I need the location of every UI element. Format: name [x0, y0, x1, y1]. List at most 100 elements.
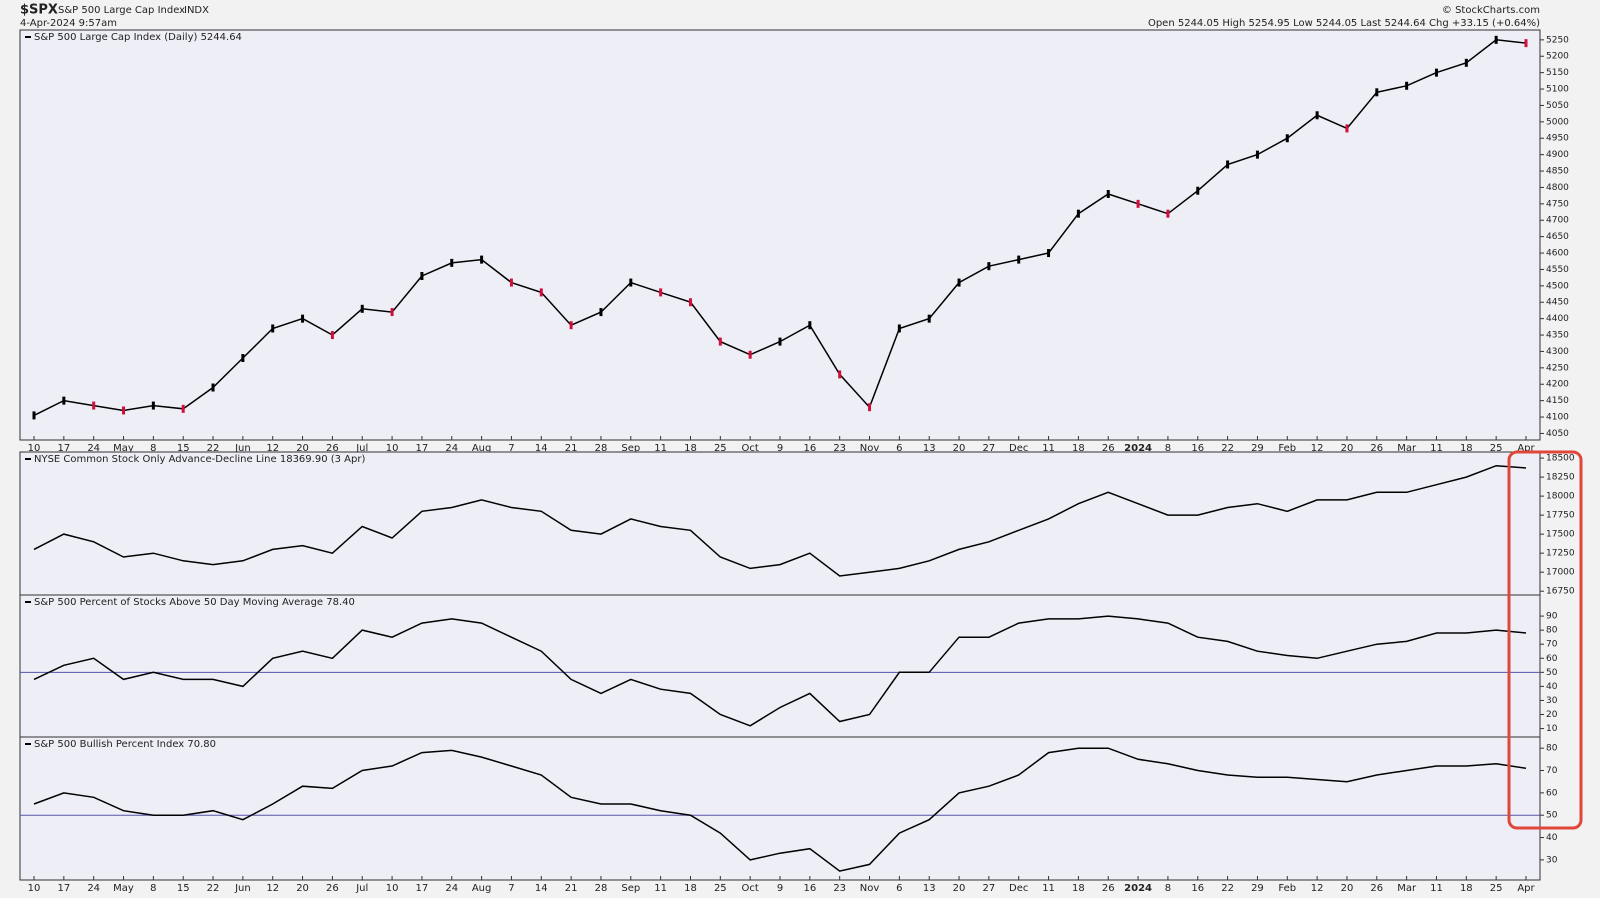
x-tick-label: 25: [1490, 883, 1503, 894]
panel: [19, 451, 1541, 596]
x-tick-label: 10: [386, 883, 399, 894]
price-marker: [539, 288, 543, 297]
x-tick-label: 11: [1430, 443, 1443, 454]
x-tick-label: 15: [177, 883, 190, 894]
y-tick-label: 5050: [1546, 101, 1569, 111]
price-marker: [688, 298, 692, 307]
price-marker: [599, 308, 603, 317]
price-marker: [181, 404, 185, 413]
x-tick-label: Feb: [1278, 883, 1296, 894]
x-tick-label: Sep: [621, 883, 640, 894]
x-tick-label: 16: [1191, 883, 1204, 894]
y-tick-label: 70: [1546, 766, 1558, 776]
x-tick-label: Mar: [1397, 443, 1417, 454]
price-marker: [1076, 209, 1080, 218]
y-tick-label: 20: [1546, 710, 1558, 720]
price-marker: [1345, 124, 1349, 133]
y-tick-label: 4550: [1546, 265, 1569, 275]
x-tick-label: Nov: [860, 883, 880, 894]
x-tick-label: 12: [1311, 883, 1324, 894]
y-tick-label: 5200: [1546, 52, 1569, 62]
panel: [19, 736, 1541, 881]
x-tick-label: Dec: [1009, 443, 1028, 454]
x-tick-label: 16: [803, 443, 816, 454]
x-tick-label: May: [113, 443, 134, 454]
y-tick-label: 4600: [1546, 249, 1569, 259]
price-marker: [1524, 39, 1528, 48]
x-tick-label: 23: [833, 883, 846, 894]
price-marker: [1405, 81, 1409, 90]
price-marker: [778, 337, 782, 346]
price-marker: [629, 278, 633, 287]
panel: [19, 594, 1541, 738]
x-tick-label: 20: [1341, 443, 1354, 454]
price-marker: [1375, 88, 1379, 97]
x-tick-label: 10: [28, 443, 41, 454]
price-marker: [301, 314, 305, 323]
x-tick-label: Jul: [355, 883, 368, 894]
x-tick-label: 16: [1191, 443, 1204, 454]
y-tick-label: 4900: [1546, 150, 1569, 160]
x-tick-label: 20: [296, 443, 309, 454]
x-tick-label: 26: [1370, 443, 1383, 454]
price-marker: [211, 383, 215, 392]
price-marker: [92, 401, 96, 410]
y-tick-label: 5100: [1546, 85, 1569, 95]
y-tick-label: 40: [1546, 682, 1558, 692]
y-tick-label: 18500: [1546, 454, 1575, 464]
y-tick-label: 60: [1546, 654, 1558, 664]
x-tick-label: Apr: [1517, 443, 1535, 454]
x-tick-label: 6: [896, 443, 902, 454]
y-tick-label: 5150: [1546, 68, 1569, 78]
x-tick-label: 12: [1311, 443, 1324, 454]
x-tick-label: May: [113, 883, 134, 894]
price-marker: [808, 321, 812, 330]
x-tick-label: 7: [508, 443, 514, 454]
x-tick-label: 8: [1165, 883, 1171, 894]
y-tick-label: 4250: [1546, 363, 1569, 373]
price-marker: [420, 272, 424, 280]
y-tick-label: 10: [1546, 724, 1558, 734]
x-tick-label: 24: [445, 883, 458, 894]
price-marker: [569, 321, 573, 330]
y-tick-label: 4850: [1546, 167, 1569, 177]
y-tick-label: 4350: [1546, 331, 1569, 341]
x-tick-label: 10: [28, 883, 41, 894]
price-marker: [987, 262, 991, 271]
x-tick-label: 14: [535, 883, 548, 894]
price-marker: [360, 304, 364, 313]
price-marker: [868, 403, 872, 412]
x-tick-label: 24: [87, 443, 100, 454]
panel-title: S&P 500 Bullish Percent Index 70.80: [34, 739, 216, 750]
panel: [19, 29, 1541, 441]
price-marker: [1017, 255, 1021, 264]
x-tick-label: Jun: [234, 443, 251, 454]
x-tick-label: 26: [1102, 883, 1115, 894]
x-tick-label: 21: [565, 883, 578, 894]
data-line: [33, 615, 1527, 727]
x-tick-label: 17: [57, 883, 70, 894]
y-tick-label: 17250: [1546, 549, 1575, 559]
y-tick-label: 4300: [1546, 347, 1569, 357]
y-tick-label: 4950: [1546, 134, 1569, 144]
y-tick-label: 70: [1546, 640, 1558, 650]
price-marker: [927, 314, 931, 323]
quote: Open 5244.05 High 5254.95 Low 5244.05 La…: [1148, 18, 1540, 29]
x-tick-label: Sep: [621, 443, 640, 454]
x-tick-label: 6: [896, 883, 902, 894]
price-marker: [1315, 111, 1319, 120]
x-tick-label: 7: [508, 883, 514, 894]
price-marker: [1255, 150, 1259, 159]
x-tick-label: 18: [684, 883, 697, 894]
x-tick-label: 11: [654, 883, 667, 894]
x-tick-label: 20: [296, 883, 309, 894]
x-tick-label: 21: [565, 443, 578, 454]
x-tick-label: 11: [1042, 883, 1055, 894]
x-tick-label: 16: [803, 883, 816, 894]
price-marker: [897, 324, 901, 333]
price-marker: [1494, 35, 1498, 44]
panel-title: S&P 500 Large Cap Index (Daily) 5244.64: [34, 32, 242, 43]
x-tick-label: 2024: [1124, 443, 1152, 454]
y-tick-label: 4750: [1546, 199, 1569, 209]
